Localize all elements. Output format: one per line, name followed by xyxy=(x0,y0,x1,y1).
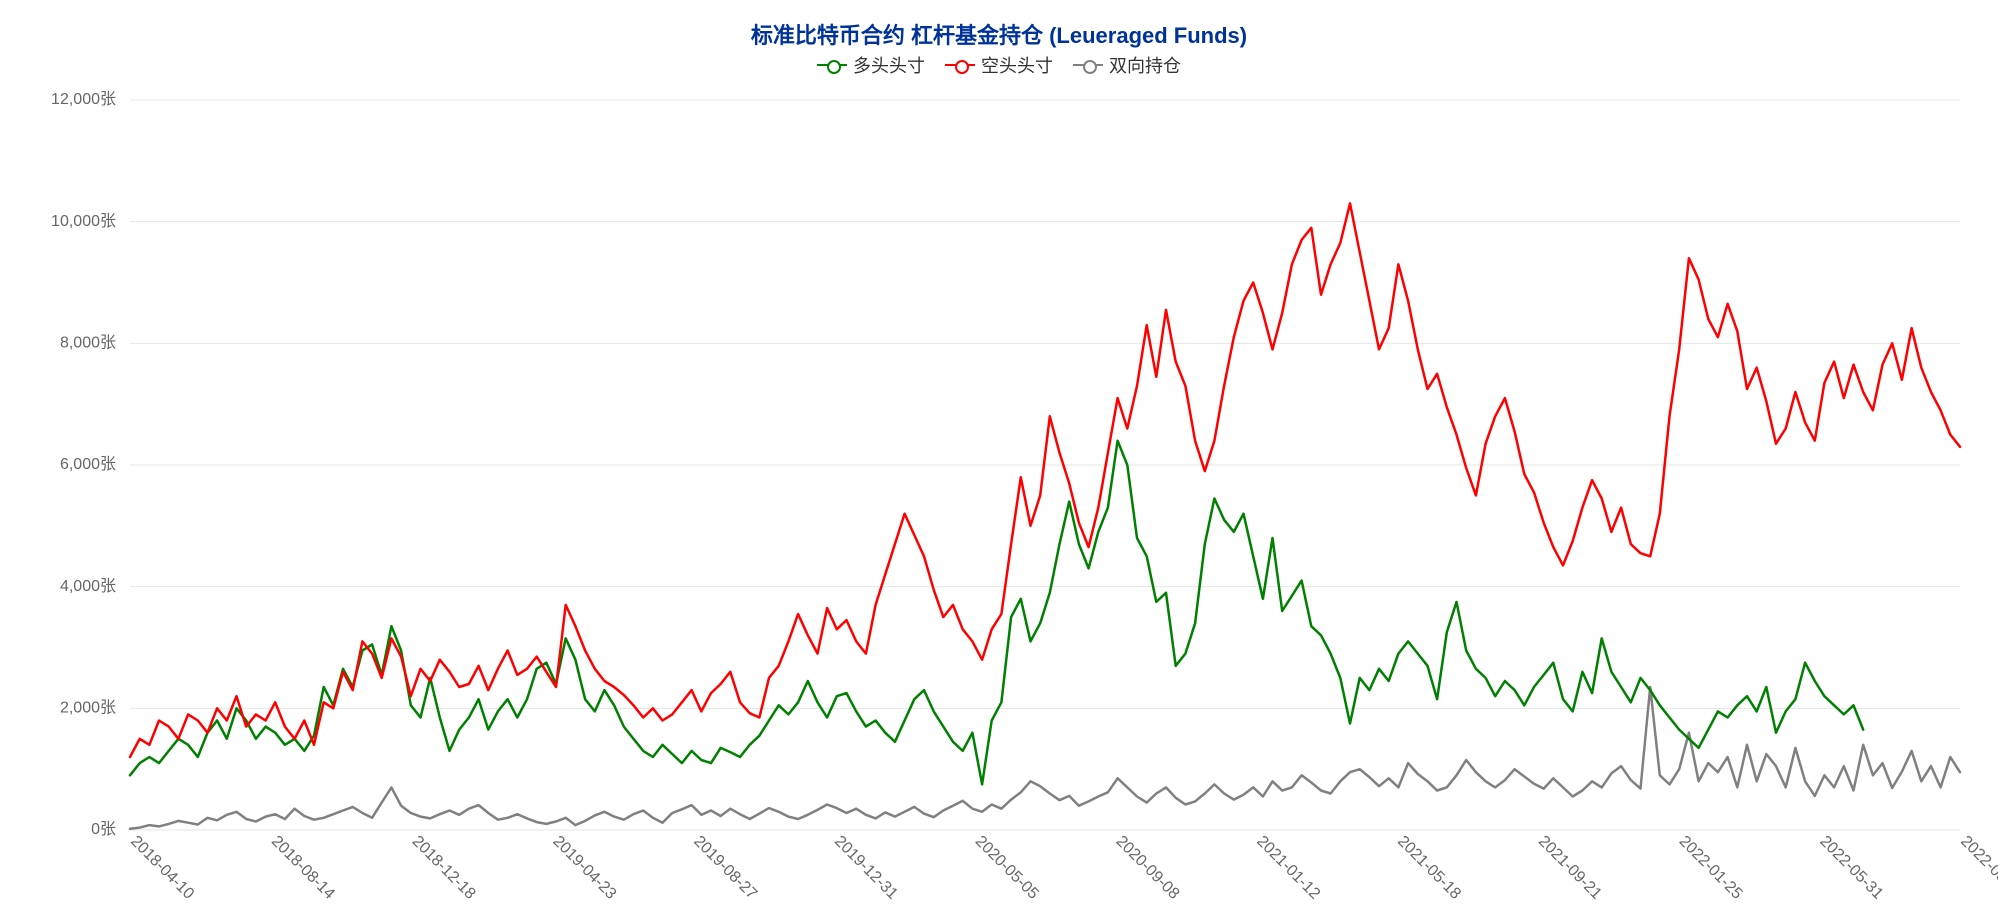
y-tick-label: 4,000张 xyxy=(60,577,116,595)
x-tick-label: 2018-08-14 xyxy=(268,833,338,903)
y-tick-label: 12,000张 xyxy=(51,90,116,108)
series-line-short[interactable] xyxy=(130,203,1960,757)
x-tick-label: 2020-05-05 xyxy=(972,833,1042,903)
x-tick-label: 2018-04-10 xyxy=(127,833,197,903)
x-tick-label: 2019-12-31 xyxy=(831,833,901,903)
series-line-long[interactable] xyxy=(130,441,1863,785)
y-tick-label: 2,000张 xyxy=(60,699,116,717)
y-tick-label: 0张 xyxy=(91,820,116,838)
x-tick-label: 2022-08-16 xyxy=(1957,833,1998,903)
y-tick-label: 6,000张 xyxy=(60,455,116,473)
y-tick-label: 8,000张 xyxy=(60,334,116,352)
y-tick-label: 10,000张 xyxy=(51,212,116,230)
x-tick-label: 2019-04-23 xyxy=(549,833,619,903)
chart-svg: 0张 2,000张 4,000张 6,000张 8,000张 10,000张 12,000张… xyxy=(0,0,1998,910)
x-tick-label: 2022-05-31 xyxy=(1816,833,1886,903)
x-tick-label: 2019-08-27 xyxy=(690,833,760,903)
chart-container: 标准比特币合约 杠杆基金持仓 (Leueraged Funds) 多头头寸空头头… xyxy=(0,0,1998,910)
x-tick-label: 2021-05-18 xyxy=(1394,833,1464,903)
x-tick-label: 2022-01-25 xyxy=(1676,833,1746,903)
x-tick-label: 2021-01-12 xyxy=(1253,833,1323,903)
x-tick-label: 2020-09-08 xyxy=(1113,833,1183,903)
x-tick-label: 2018-12-18 xyxy=(409,833,479,903)
x-tick-label: 2021-09-21 xyxy=(1535,833,1605,903)
